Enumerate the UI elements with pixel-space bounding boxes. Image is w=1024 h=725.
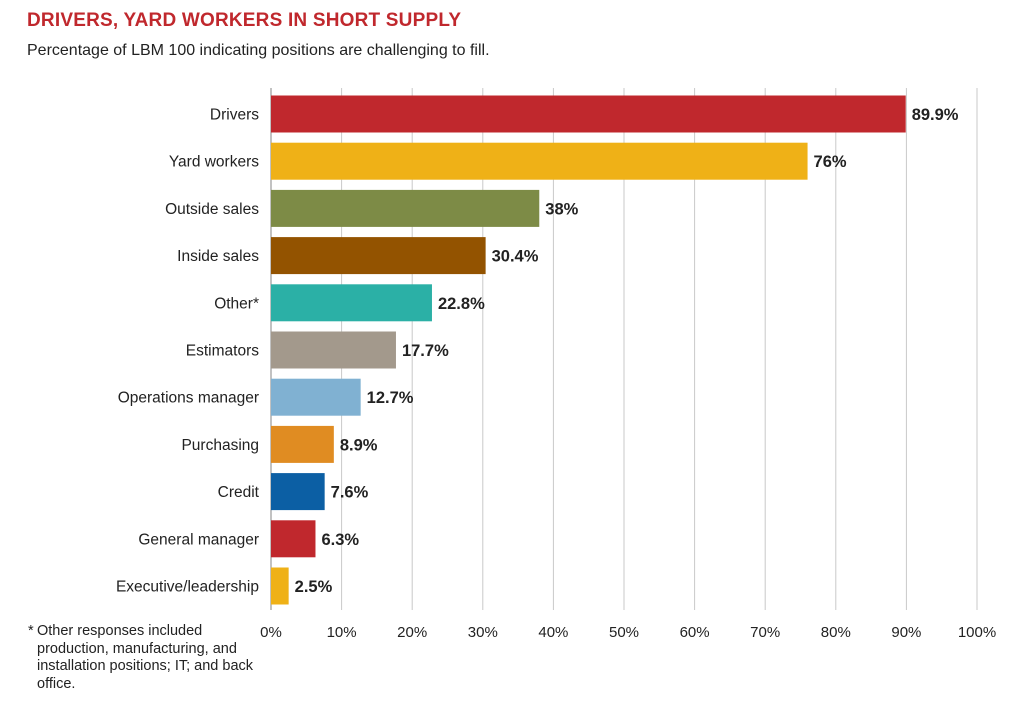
x-tick-label: 70%: [750, 624, 780, 641]
x-tick-label: 90%: [891, 624, 921, 641]
category-label: Drivers: [210, 107, 259, 124]
value-label: 7.6%: [331, 484, 369, 502]
x-tick-label: 50%: [609, 624, 639, 641]
value-label: 22.8%: [438, 295, 485, 313]
x-tick-label: 40%: [538, 624, 568, 641]
x-tick-label: 30%: [468, 624, 498, 641]
bar: [271, 520, 316, 558]
value-label: 38%: [545, 200, 578, 218]
value-label: 30.4%: [492, 248, 539, 266]
bar: [271, 331, 396, 369]
category-label: Purchasing: [181, 437, 259, 454]
category-label: Executive/leadership: [116, 579, 259, 596]
x-tick-label: 100%: [958, 624, 996, 641]
chart-title: DRIVERS, YARD WORKERS IN SHORT SUPPLY: [27, 10, 462, 31]
x-tick-label: 60%: [680, 624, 710, 641]
bar: [271, 189, 540, 227]
bar: [271, 473, 325, 511]
bars: [271, 95, 906, 605]
bar: [271, 95, 906, 133]
value-label: 2.5%: [295, 578, 333, 596]
category-label: Operations manager: [118, 390, 259, 407]
category-label: Yard workers: [169, 154, 259, 171]
value-label: 17.7%: [402, 342, 449, 360]
category-label: General manager: [138, 531, 259, 548]
category-label: Outside sales: [165, 201, 259, 218]
bar: [271, 284, 432, 322]
x-tick-label: 20%: [397, 624, 427, 641]
value-labels: 89.9% 76% 38% 30.4% 22.8% 17.7% 12.7% 8.9% 7.6% 6…: [295, 106, 959, 596]
bar: [271, 142, 808, 180]
category-label: Inside sales: [177, 248, 259, 265]
footnote-mark: *: [28, 623, 34, 639]
x-tick-label: 10%: [327, 624, 357, 641]
category-label: Other*: [214, 295, 259, 312]
value-label: 89.9%: [912, 106, 959, 124]
x-tick-label: 80%: [821, 624, 851, 641]
value-label: 6.3%: [321, 531, 359, 549]
category-label: Credit: [218, 484, 260, 501]
category-labels: Drivers Yard workers Outside sales Inside s…: [116, 107, 260, 596]
footnote-text: Other responses included production, man…: [37, 623, 254, 692]
category-label: Estimators: [186, 343, 259, 360]
bar: [271, 237, 486, 275]
chart-subtitle: Percentage of LBM 100 indicating positio…: [27, 42, 490, 59]
bar: [271, 425, 334, 463]
value-label: 76%: [814, 153, 847, 171]
value-label: 8.9%: [340, 436, 378, 454]
footnote: * Other responses included production, m…: [28, 623, 258, 693]
bar: [271, 567, 289, 605]
bar: [271, 378, 361, 416]
x-tick-labels: 0% 10% 20% 30% 40% 50% 60% 70% 80% 90% 100%: [260, 624, 996, 641]
x-tick-label: 0%: [260, 624, 282, 641]
value-label: 12.7%: [367, 389, 414, 407]
